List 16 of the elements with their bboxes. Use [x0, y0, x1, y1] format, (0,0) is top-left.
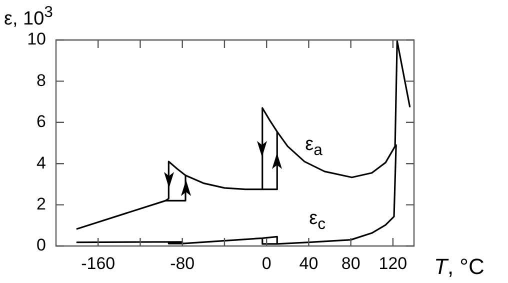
x-axis-title: T, °C	[434, 254, 484, 280]
x-tick-label: -160	[81, 254, 116, 273]
y-axis-title: ε, 10$^{3}$	[4, 4, 53, 30]
y-tick-label: 8	[36, 70, 46, 90]
annotation: ε$_{a}$	[305, 134, 322, 160]
x-tick-label: -80	[170, 254, 195, 273]
x-tick-label: 120	[378, 254, 408, 273]
y-tick-label: 2	[36, 194, 46, 214]
y-tick-label: 4	[36, 153, 46, 172]
x-tick-label: 0	[262, 254, 272, 273]
y-tick-label: 6	[36, 112, 46, 132]
x-tick-label: 40	[299, 254, 318, 273]
y-tick-label: 10	[27, 30, 46, 49]
x-tick-label: 80	[341, 254, 360, 273]
annotation: ε$_{c}$	[309, 208, 326, 234]
y-tick-label: 0	[36, 236, 46, 255]
